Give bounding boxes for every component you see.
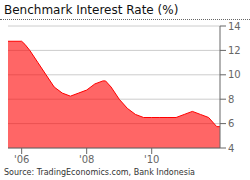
html-text:Source: TradingEconomics.com,: Source: TradingEconomics.com, Bank Indon… [4, 168, 195, 177]
svg-text:12: 12 [228, 45, 241, 56]
svg-text:'08: '08 [79, 154, 94, 165]
svg-text:'06: '06 [14, 154, 29, 165]
svg-text:10: 10 [228, 69, 241, 80]
svg-text:'10: '10 [144, 154, 159, 165]
svg-text:14: 14 [228, 21, 241, 32]
html-text:Benchmark Interest Rate (%): Benchmark Interest Rate (%) [4, 3, 179, 17]
svg-text:8: 8 [228, 94, 234, 105]
svg-text:6: 6 [228, 118, 234, 129]
svg-text:4: 4 [228, 143, 234, 154]
